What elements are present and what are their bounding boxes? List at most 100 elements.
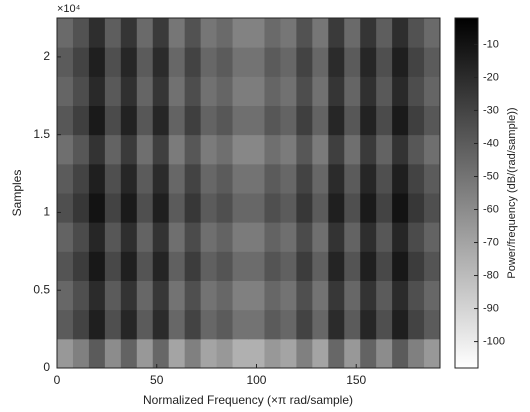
heatmap-cell <box>184 222 202 252</box>
heatmap-cell <box>344 163 361 194</box>
heatmap-cell <box>184 18 202 48</box>
heatmap-cell <box>136 105 154 136</box>
heatmap-cell <box>360 18 377 48</box>
heatmap-cell <box>392 76 409 106</box>
heatmap-cell <box>232 309 249 340</box>
heatmap-cell <box>280 163 297 194</box>
x-tick-label: 150 <box>346 373 366 387</box>
heatmap-cell <box>328 105 345 136</box>
heatmap-cell <box>392 280 409 311</box>
heatmap-cell <box>104 222 122 252</box>
heatmap-cell <box>88 309 106 340</box>
heatmap-cell <box>57 76 74 106</box>
heatmap-cell <box>104 18 122 48</box>
heatmap-cell <box>312 18 329 48</box>
heatmap-cell <box>104 105 122 136</box>
heatmap-cell <box>152 251 170 281</box>
heatmap-cell <box>232 134 249 165</box>
heatmap-cell <box>376 193 393 223</box>
heatmap-cell <box>232 18 249 48</box>
heatmap-cell <box>376 18 393 48</box>
heatmap-cell <box>376 251 393 281</box>
heatmap-cell <box>200 309 218 340</box>
heatmap-cell <box>152 280 170 311</box>
heatmap-cell <box>57 47 74 77</box>
heatmap-cell <box>72 280 90 311</box>
heatmap-cell <box>184 280 202 311</box>
heatmap-cell <box>376 134 393 165</box>
heatmap-cell <box>296 134 313 165</box>
y-axis-label: Samples <box>10 170 24 217</box>
heatmap-cell <box>328 222 345 252</box>
heatmap-cell <box>168 18 186 48</box>
heatmap-cell <box>344 280 361 311</box>
heatmap-cell <box>120 309 138 340</box>
colorbar-tick-label: -100 <box>483 335 505 347</box>
heatmap-cell <box>136 163 154 194</box>
colorbar-label: Power/frequency (dB/(rad/sample)) <box>506 107 518 278</box>
heatmap-cell <box>136 76 154 106</box>
heatmap-cell <box>328 193 345 223</box>
heatmap-cell <box>120 163 138 194</box>
heatmap-cell <box>104 280 122 311</box>
heatmap-cell <box>392 338 409 369</box>
heatmap-cell <box>72 105 90 136</box>
heatmap-cell <box>136 280 154 311</box>
heatmap-cell <box>232 222 249 252</box>
colorbar-tick-label: -50 <box>483 170 499 182</box>
heatmap-cell <box>104 251 122 281</box>
heatmap-cell <box>168 134 186 165</box>
heatmap-cell <box>296 105 313 136</box>
colorbar-tick-label: -70 <box>483 236 499 248</box>
heatmap-cell <box>120 47 138 77</box>
heatmap-cell <box>57 309 74 340</box>
heatmap-cell <box>120 105 138 136</box>
heatmap-cell <box>344 134 361 165</box>
heatmap-cell <box>328 18 345 48</box>
colorbar-tick-label: -90 <box>483 302 499 314</box>
heatmap-cell <box>200 280 218 311</box>
heatmap-cell <box>296 280 313 311</box>
heatmap-cell <box>168 105 186 136</box>
heatmap-cell <box>264 47 281 77</box>
heatmap-cell <box>312 134 329 165</box>
heatmap-cell <box>344 105 361 136</box>
heatmap-cell <box>152 105 170 136</box>
colorbar-tick-label: -40 <box>483 137 499 149</box>
heatmap-cell <box>280 338 297 369</box>
heatmap-cell <box>136 134 154 165</box>
heatmap-cell <box>88 222 106 252</box>
heatmap-cell <box>360 280 377 311</box>
heatmap-cell <box>168 47 186 77</box>
heatmap-cell <box>424 338 441 369</box>
heatmap-cell <box>344 309 361 340</box>
heatmap-cell <box>248 105 265 136</box>
heatmap-cell <box>280 280 297 311</box>
heatmap-cell <box>248 193 265 223</box>
heatmap-cell <box>248 222 265 252</box>
heatmap-cell <box>424 18 441 48</box>
heatmap-cell <box>232 47 249 77</box>
heatmap-cell <box>264 338 281 369</box>
heatmap-cell <box>344 18 361 48</box>
heatmap-cell <box>88 18 106 48</box>
heatmap-cell <box>216 163 234 194</box>
heatmap-cell <box>376 280 393 311</box>
heatmap-cell <box>344 222 361 252</box>
heatmap-cell <box>424 134 441 165</box>
heatmap-cell <box>280 18 297 48</box>
heatmap-cell <box>296 338 313 369</box>
heatmap-cell <box>424 280 441 311</box>
heatmap-cell <box>136 193 154 223</box>
heatmap-cell <box>408 163 425 194</box>
heatmap-cell <box>408 251 425 281</box>
heatmap-cell <box>344 251 361 281</box>
heatmap-cell <box>200 338 218 369</box>
heatmap-cell <box>376 105 393 136</box>
heatmap-cell <box>152 222 170 252</box>
heatmap-cell <box>72 222 90 252</box>
heatmap-cell <box>424 163 441 194</box>
heatmap-cell <box>57 251 74 281</box>
y-tick-label: 0.5 <box>33 282 50 296</box>
heatmap-cell <box>296 222 313 252</box>
